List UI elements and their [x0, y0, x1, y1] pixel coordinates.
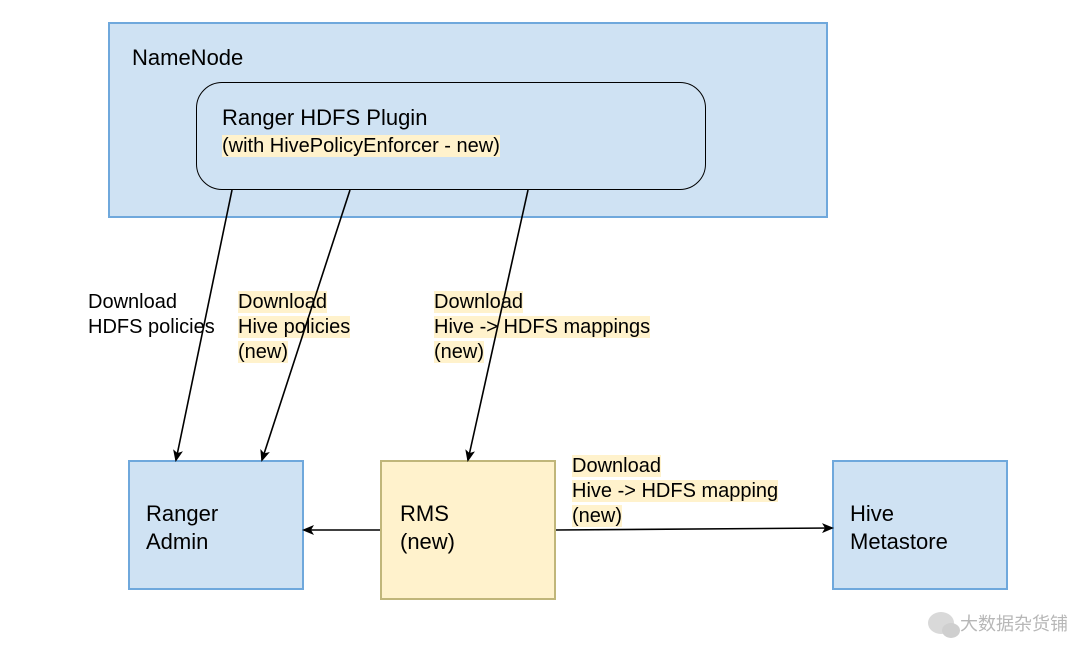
edge-label-line: Download — [434, 291, 523, 313]
edge-label-rms-to-hive: Download Hive -> HDFS mapping (new) — [572, 454, 778, 529]
rms-label: RMS (new) — [400, 500, 455, 555]
edge-label-line: HDFS policies — [88, 316, 215, 338]
ranger-admin-line1: Ranger — [146, 501, 218, 526]
edge-label-line: Download — [238, 291, 327, 313]
hive-metastore-line2: Metastore — [850, 529, 948, 554]
highlight-span: (with HivePolicyEnforcer - new) — [222, 135, 500, 157]
edge-label-hdfs-policies: Download HDFS policies — [88, 290, 215, 340]
hive-metastore-line1: Hive — [850, 501, 894, 526]
hive-metastore-label: Hive Metastore — [850, 500, 948, 555]
edge-label-line: Download — [88, 291, 177, 313]
edge-label-line: (new) — [238, 341, 288, 363]
watermark-text: 大数据杂货铺 — [960, 610, 1068, 636]
wechat-watermark: 大数据杂货铺 — [928, 610, 1068, 636]
edge-label-hive-hdfs-mappings: Download Hive -> HDFS mappings (new) — [434, 290, 650, 365]
edge-label-line: Hive policies — [238, 316, 350, 338]
wechat-icon — [928, 612, 954, 634]
edge-label-line: Hive -> HDFS mapping — [572, 480, 778, 502]
edge-label-hive-policies: Download Hive policies (new) — [238, 290, 350, 365]
edge-label-line: Hive -> HDFS mappings — [434, 316, 650, 338]
edge-label-line: (new) — [434, 341, 484, 363]
rms-line2: (new) — [400, 529, 455, 554]
rms-line1: RMS — [400, 501, 449, 526]
ranger-hdfs-plugin-title: Ranger HDFS Plugin — [222, 104, 427, 132]
edge-label-line: Download — [572, 455, 661, 477]
edge-label-line: (new) — [572, 505, 622, 527]
namenode-label: NameNode — [132, 44, 243, 72]
ranger-hdfs-plugin-subtitle: (with HivePolicyEnforcer - new) — [222, 134, 500, 159]
ranger-admin-label: Ranger Admin — [146, 500, 218, 555]
ranger-admin-line2: Admin — [146, 529, 208, 554]
